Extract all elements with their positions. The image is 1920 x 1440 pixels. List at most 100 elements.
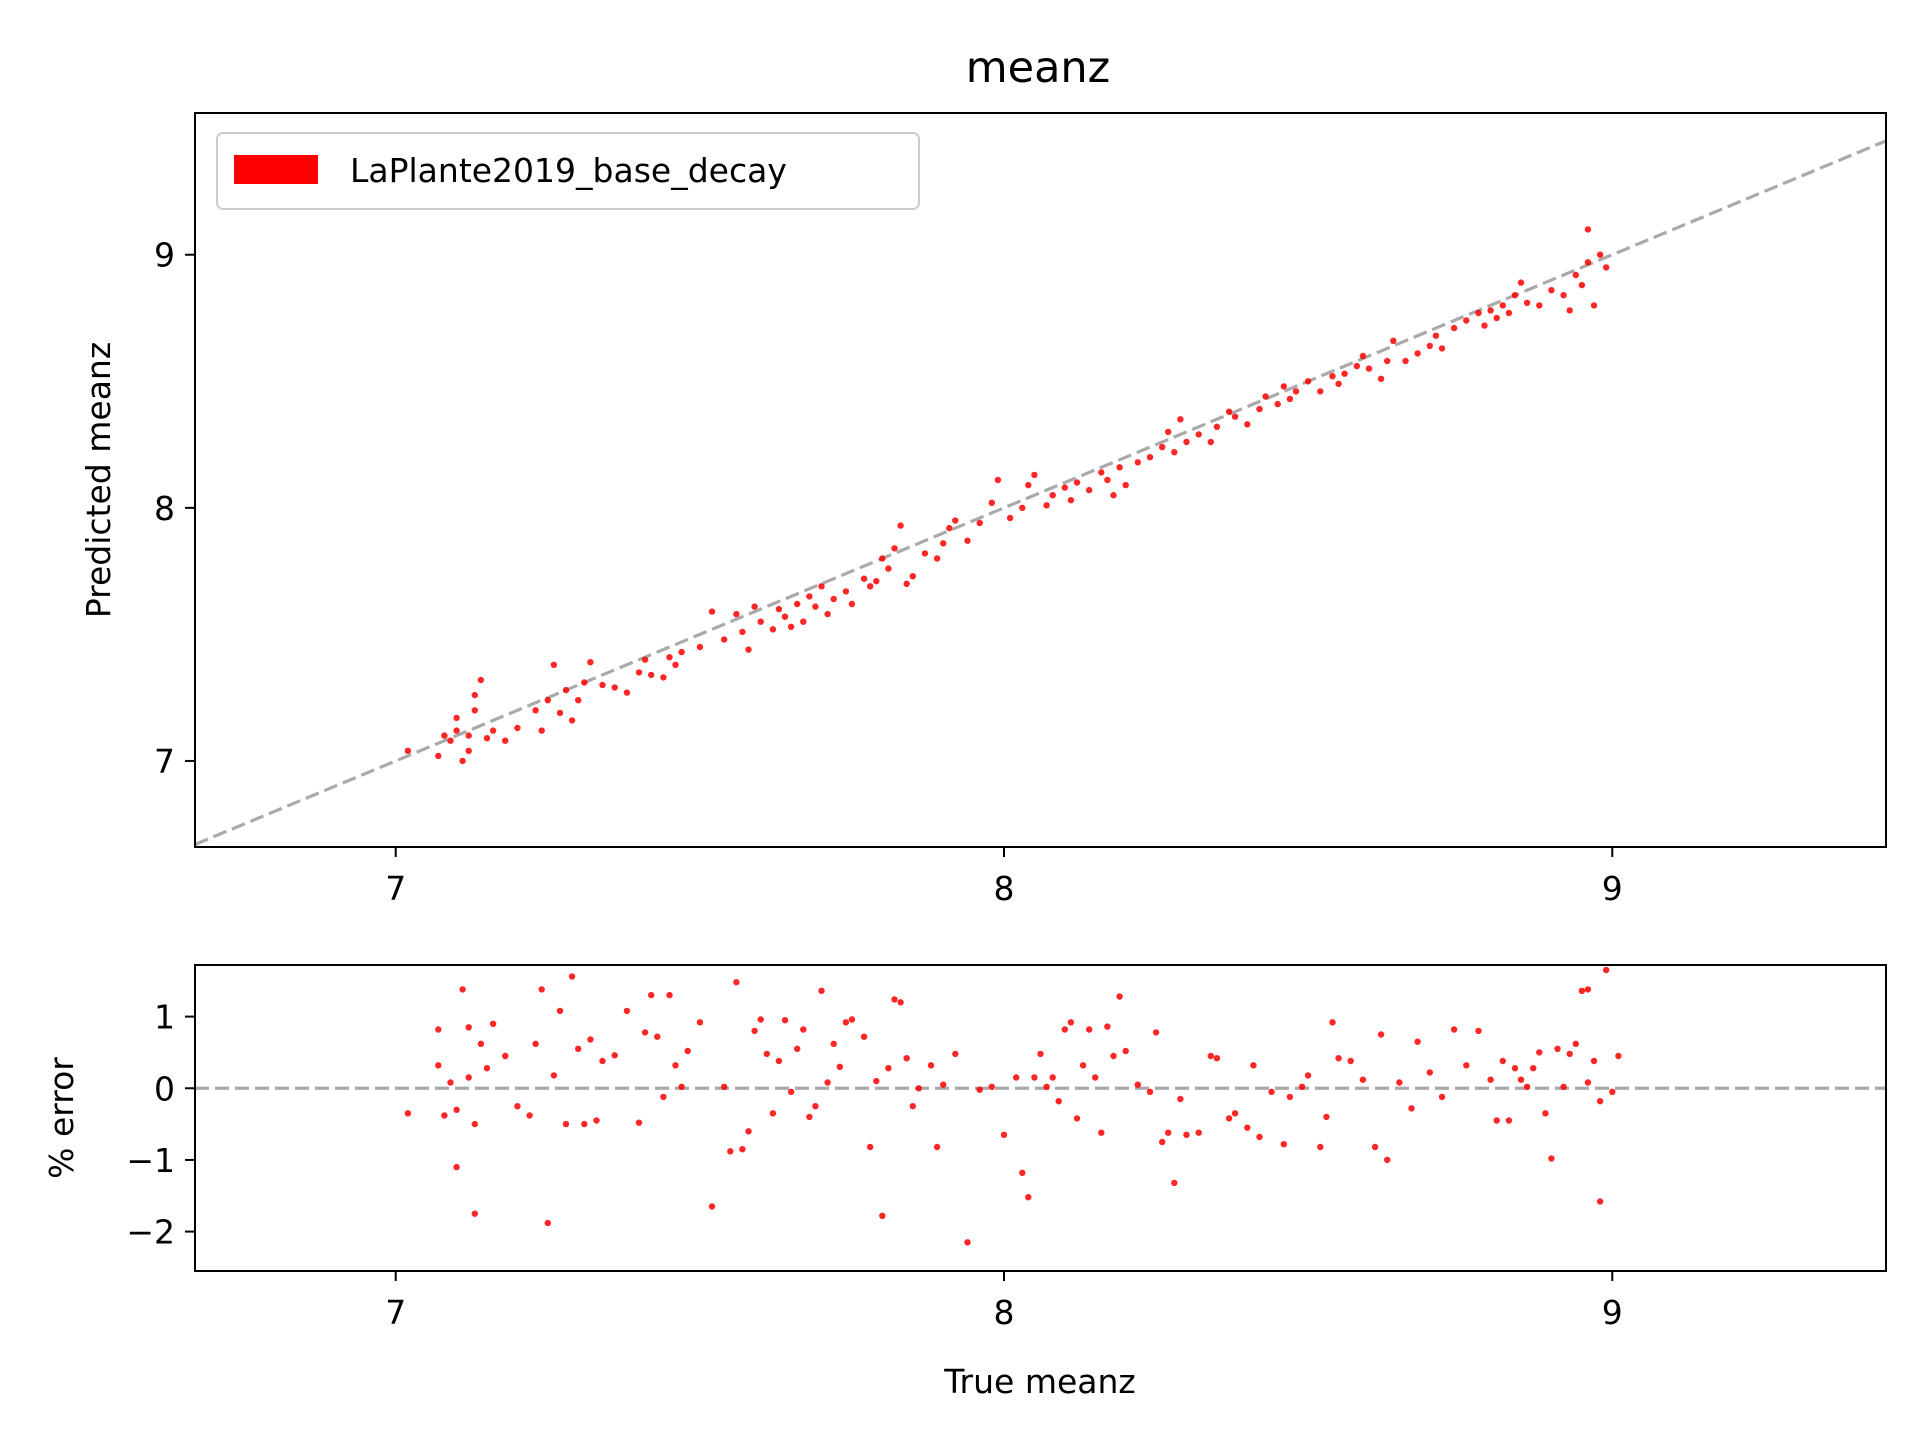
scatter-point	[550, 661, 558, 668]
scatter-point	[641, 656, 649, 663]
error-point	[721, 1083, 728, 1091]
scatter-point	[441, 732, 448, 739]
scatter-point	[1499, 302, 1507, 309]
error-point	[1171, 1179, 1178, 1187]
scatter-point	[568, 717, 576, 724]
scatter-point	[1207, 438, 1215, 446]
error-point	[575, 1045, 582, 1053]
scatter-point	[1317, 388, 1324, 395]
plot-frame-bottom	[194, 964, 1887, 1272]
y-tick-label: 0	[154, 1069, 175, 1108]
error-point	[1371, 1143, 1379, 1151]
error-point	[1590, 1057, 1598, 1065]
error-point	[860, 1033, 868, 1040]
scatter-point	[1414, 350, 1421, 357]
reference-line	[194, 139, 1887, 846]
scatter-point	[800, 618, 807, 625]
scatter-point	[891, 545, 898, 552]
error-point	[745, 1128, 752, 1135]
error-point	[477, 1040, 485, 1048]
error-point	[1548, 1155, 1555, 1162]
scatter-point	[1256, 405, 1263, 413]
scatter-point	[696, 643, 704, 651]
scatter-point	[1171, 449, 1178, 456]
scatter-point	[1390, 337, 1397, 344]
scatter-point	[848, 600, 856, 608]
error-point	[1323, 1113, 1330, 1121]
error-point	[1049, 1074, 1056, 1081]
error-point	[836, 1063, 843, 1071]
scatter-point	[824, 610, 831, 618]
error-point	[781, 1017, 789, 1024]
scatter-point	[842, 588, 850, 595]
scatter-point	[1365, 365, 1373, 372]
scatter-point	[1006, 514, 1014, 522]
scatter-point	[1286, 395, 1294, 403]
scatter-point	[1262, 393, 1269, 400]
scatter-point	[1280, 383, 1288, 390]
error-point	[1450, 1026, 1458, 1033]
scatter-point	[708, 608, 716, 615]
scatter-point	[1183, 438, 1190, 446]
scatter-point	[453, 714, 460, 722]
scatter-point	[787, 623, 795, 630]
scatter-point	[860, 575, 868, 582]
scatter-point	[459, 757, 466, 765]
error-point	[1566, 1050, 1573, 1058]
scatter-point	[575, 697, 582, 704]
scatter-point	[1438, 345, 1446, 352]
scatter-point	[794, 600, 801, 608]
scatter-point	[678, 648, 685, 656]
error-point	[672, 1062, 679, 1069]
scatter-point	[733, 610, 740, 618]
scatter-point	[1225, 408, 1233, 415]
error-point	[1493, 1117, 1500, 1124]
scatter-point	[660, 674, 667, 681]
scatter-point	[781, 613, 789, 620]
scatter-point	[818, 583, 825, 590]
scatter-point	[1590, 302, 1598, 309]
error-point	[1463, 1062, 1470, 1069]
scatter-point	[812, 603, 819, 610]
error-point	[648, 991, 655, 999]
scatter-point	[1098, 469, 1105, 476]
error-point	[1231, 1110, 1239, 1117]
error-point	[611, 1052, 618, 1059]
legend-swatch	[234, 155, 318, 184]
error-point	[1116, 993, 1123, 1000]
error-point	[1000, 1131, 1008, 1139]
scatter-point	[514, 724, 521, 732]
error-point	[708, 1203, 716, 1210]
error-point	[1250, 1062, 1257, 1069]
error-point	[1098, 1129, 1105, 1136]
scatter-point	[745, 646, 752, 653]
scatter-point	[885, 565, 892, 572]
error-point	[1596, 1098, 1604, 1105]
error-point	[1517, 1076, 1525, 1083]
scatter-point	[806, 593, 813, 600]
scatter-point	[453, 727, 460, 734]
error-point	[1177, 1095, 1184, 1103]
scatter-point	[769, 626, 777, 633]
error-point	[1159, 1138, 1166, 1146]
scatter-points-group	[404, 226, 1610, 765]
error-point	[660, 1093, 667, 1101]
error-point	[483, 1065, 491, 1072]
error-point	[915, 1085, 922, 1092]
scatter-point	[1384, 357, 1391, 365]
error-point	[1408, 1105, 1415, 1112]
x-axis-ticks-bottom: 7 8 9	[385, 1271, 1623, 1332]
scatter-point	[1146, 454, 1154, 461]
y-axis-label-bottom: % error	[42, 1057, 81, 1179]
error-points-group	[404, 966, 1622, 1246]
error-point	[447, 1079, 454, 1086]
error-point	[453, 1106, 460, 1114]
error-point	[1603, 966, 1610, 974]
error-point	[1536, 1049, 1543, 1056]
error-point	[654, 1033, 661, 1040]
error-point	[757, 1016, 764, 1023]
scatter-point	[538, 727, 545, 734]
legend-frame	[216, 132, 920, 210]
error-point	[1086, 1026, 1093, 1033]
error-point	[812, 1103, 819, 1110]
